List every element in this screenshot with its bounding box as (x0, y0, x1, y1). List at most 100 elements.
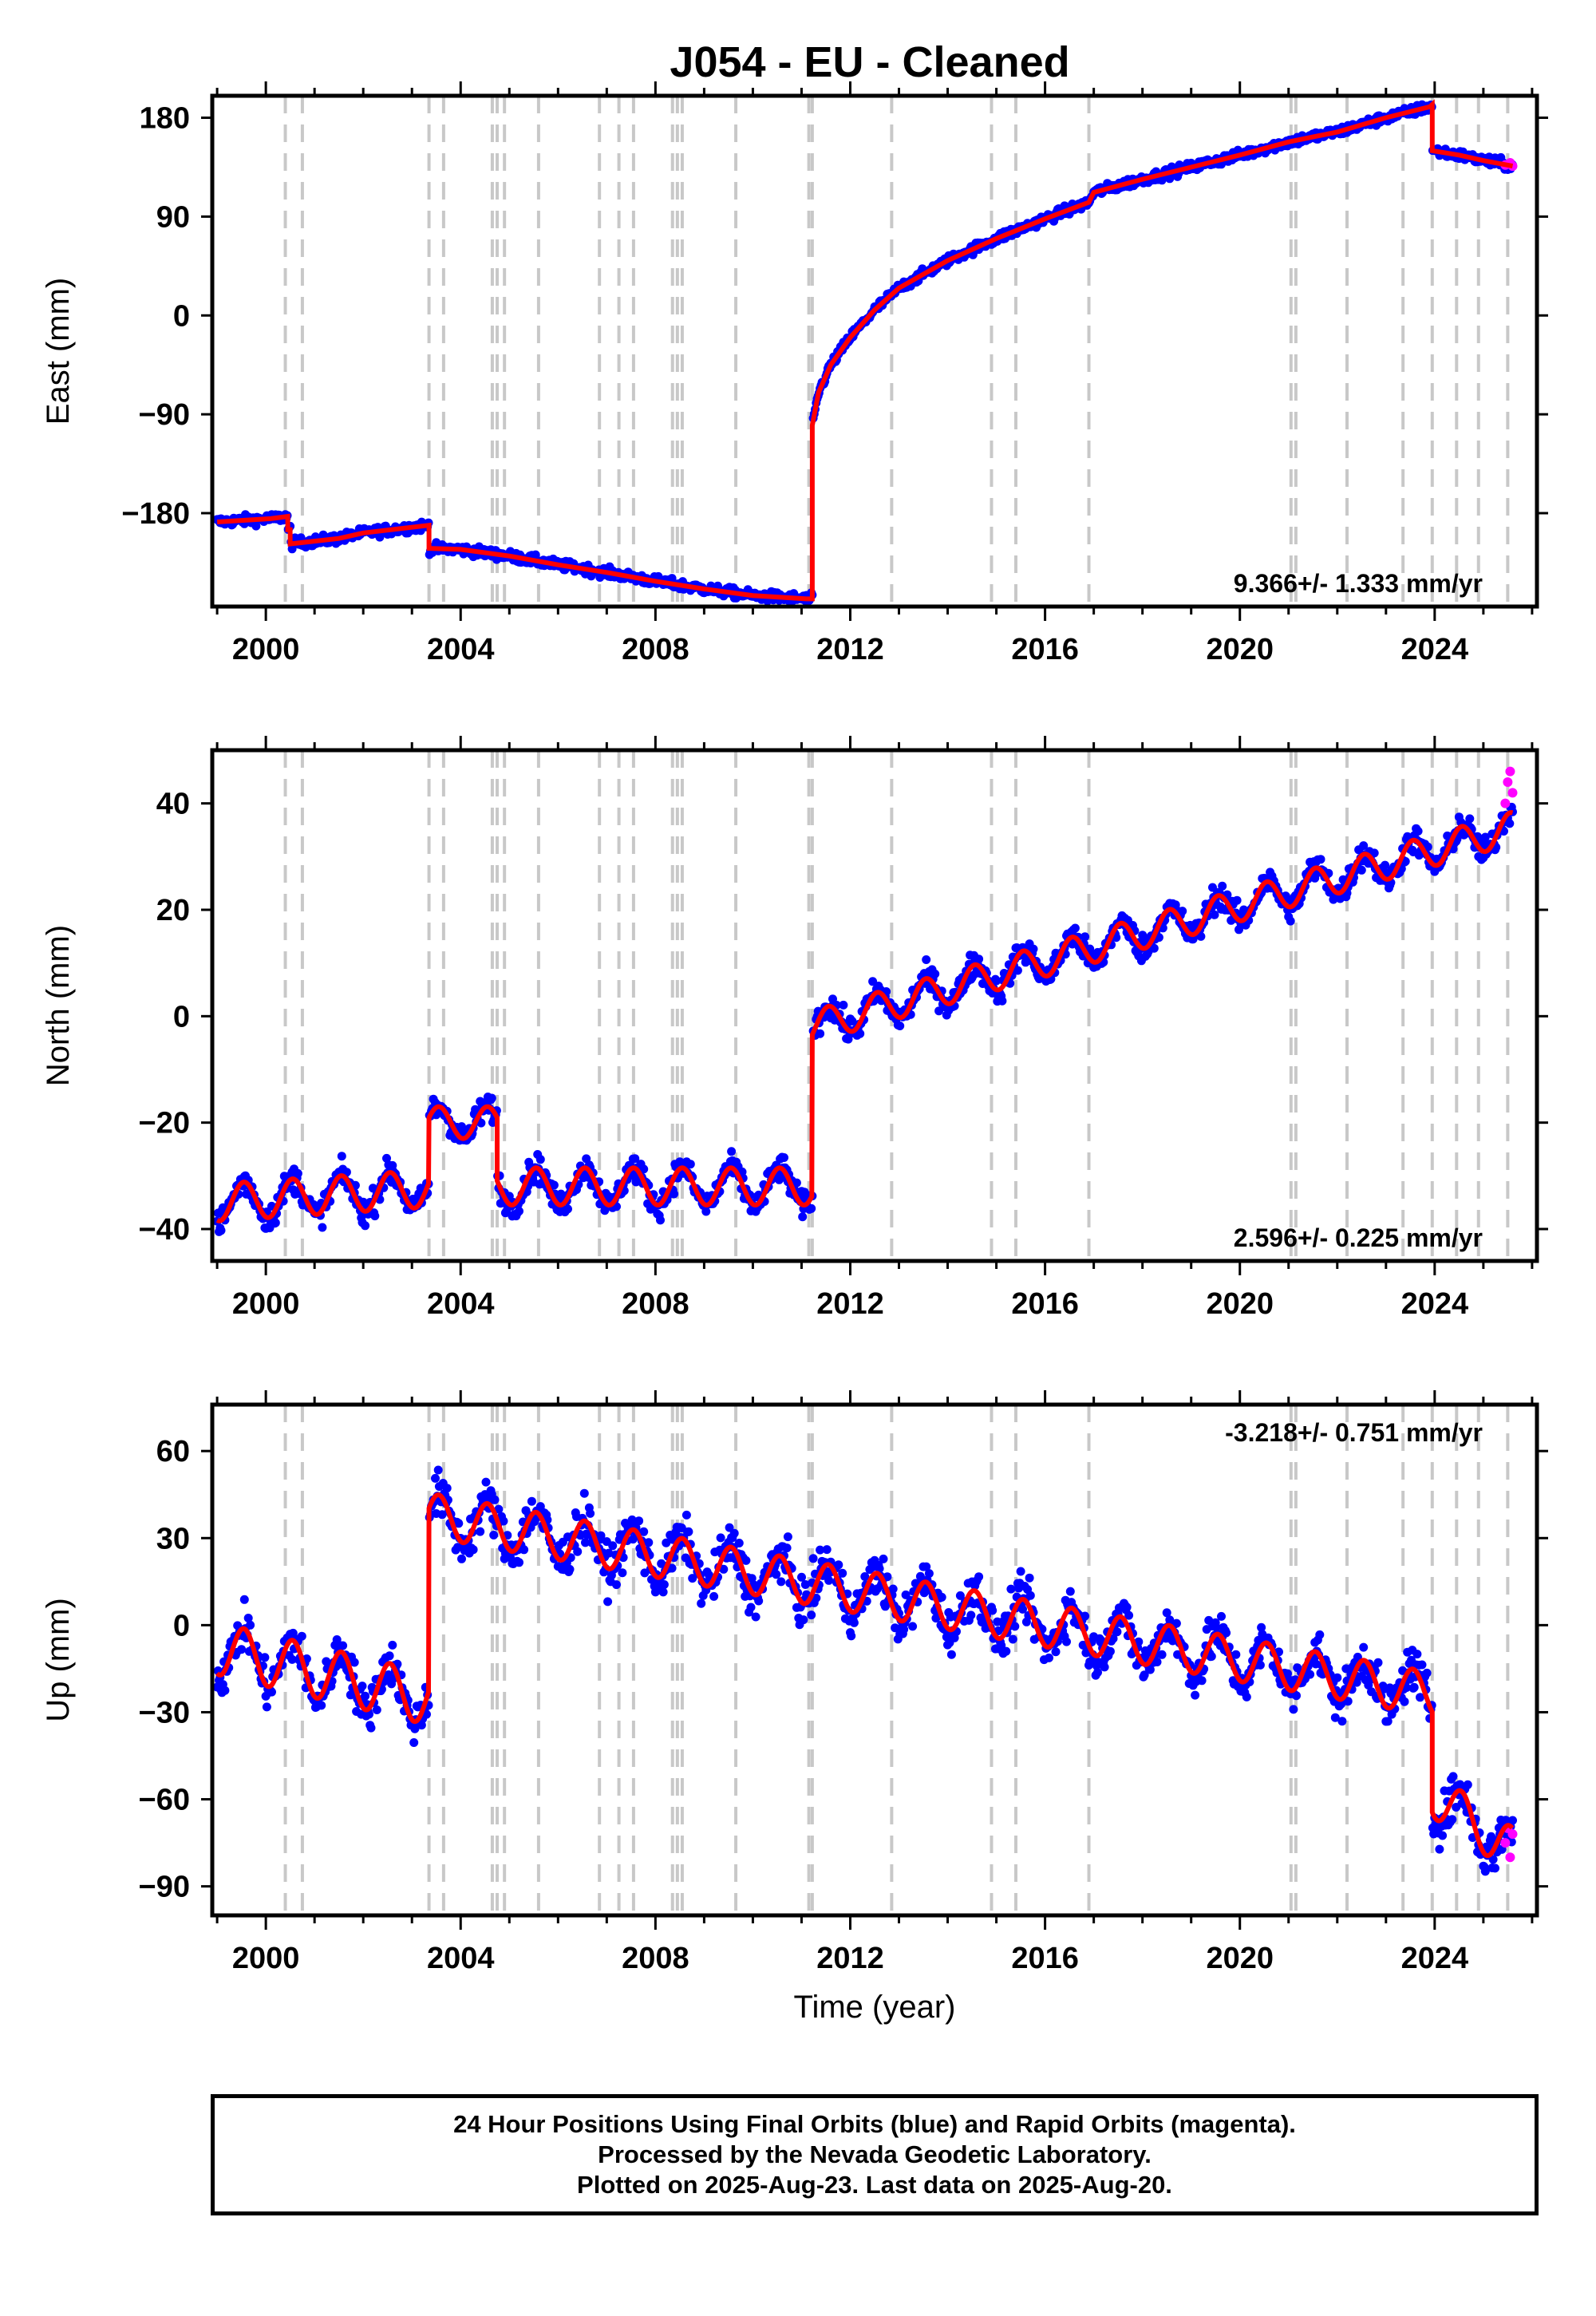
east-y-axis-label: East (mm) (41, 278, 76, 425)
final-orbit-point (1188, 935, 1198, 944)
final-orbit-point (670, 1189, 679, 1199)
final-orbit-point (634, 1516, 644, 1526)
y-tick-label: 20 (156, 894, 190, 927)
final-orbit-point (375, 532, 385, 542)
final-orbit-point (1373, 1658, 1383, 1667)
final-orbit-point (603, 1597, 613, 1607)
final-orbit-point (946, 1650, 956, 1659)
x-tick-label: 2020 (1206, 633, 1274, 666)
final-orbit-point (746, 1603, 756, 1612)
final-orbit-point (1070, 923, 1080, 933)
final-orbit-point (1255, 1660, 1265, 1670)
final-orbit-point (1152, 1658, 1162, 1666)
final-orbit-point (1105, 1646, 1115, 1656)
final-orbit-point (1413, 827, 1423, 836)
final-orbit-point (908, 1622, 918, 1631)
final-orbit-point (317, 1701, 326, 1710)
final-orbit-point (834, 1560, 843, 1570)
final-orbit-point (1409, 1682, 1419, 1692)
up-data-points (212, 1465, 1518, 1876)
final-orbit-point (992, 976, 1001, 986)
final-orbit-point (847, 1631, 856, 1641)
final-orbit-point (1080, 932, 1090, 942)
final-orbit-point (388, 1640, 397, 1650)
north-rate-label: 2.596+/- 0.225 mm/yr (1234, 1223, 1483, 1252)
x-tick-label: 2020 (1206, 1287, 1274, 1321)
final-orbit-point (1001, 1646, 1011, 1656)
final-orbit-point (1029, 944, 1038, 954)
final-orbit-point (974, 1572, 984, 1582)
north-y-axis-label: North (mm) (41, 925, 76, 1086)
y-tick-label: −20 (139, 1107, 190, 1140)
x-tick-label: 2016 (1011, 1942, 1079, 1975)
x-tick-label: 2012 (816, 1942, 884, 1975)
final-orbit-point (487, 1093, 496, 1103)
rapid-orbit-point (1507, 1829, 1518, 1840)
final-orbit-point (361, 1221, 370, 1231)
final-orbit-point (372, 1705, 381, 1714)
final-orbit-point (337, 1152, 346, 1161)
east-rate-label: 9.366+/- 1.333 mm/yr (1234, 569, 1483, 598)
x-tick-label: 2016 (1011, 1287, 1079, 1321)
final-orbit-point (549, 1180, 559, 1190)
final-orbit-point (519, 1545, 529, 1555)
final-orbit-point (658, 1587, 668, 1597)
x-tick-label: 2004 (427, 1287, 495, 1321)
final-orbit-point (1412, 1650, 1422, 1659)
y-tick-label: −30 (139, 1696, 190, 1729)
y-tick-label: −90 (139, 398, 190, 432)
x-tick-label: 2008 (622, 1287, 689, 1321)
final-orbit-point (1207, 1652, 1216, 1661)
final-orbit-point (847, 1017, 857, 1026)
final-orbit-point (1138, 931, 1148, 940)
final-orbit-point (431, 1473, 440, 1483)
final-orbit-point (600, 1206, 610, 1215)
final-orbit-point (888, 1584, 898, 1594)
final-orbit-point (816, 1029, 825, 1038)
final-orbit-point (727, 1147, 737, 1156)
final-orbit-point (1448, 1815, 1457, 1824)
final-orbit-point (1065, 1587, 1075, 1596)
final-orbit-point (476, 1527, 485, 1536)
x-axis-label: Time (year) (794, 1990, 956, 2025)
final-orbit-point (586, 1508, 595, 1518)
final-orbit-point (1417, 1660, 1427, 1670)
north-panel: −40 −20 0 20 40 2000 2004 2008 2012 2016 2020 2024 N… (41, 736, 1548, 1321)
final-orbit-point (1112, 1627, 1122, 1637)
final-orbit-point (1231, 1650, 1241, 1659)
final-orbit-point (1438, 1831, 1448, 1840)
x-tick-label: 2008 (622, 633, 689, 666)
y-tick-label: −90 (139, 1871, 190, 1904)
caption-line-3: Plotted on 2025-Aug-23. Last data on 202… (577, 2171, 1172, 2199)
final-orbit-point (1400, 1697, 1409, 1706)
final-orbit-point (782, 1543, 792, 1553)
y-tick-label: 0 (173, 299, 190, 333)
y-tick-label: −40 (139, 1213, 190, 1247)
final-orbit-point (729, 1528, 739, 1538)
final-orbit-point (734, 1539, 744, 1547)
final-orbit-point (293, 1168, 302, 1178)
rapid-orbit-point (1505, 1852, 1515, 1863)
final-orbit-point (1051, 1647, 1061, 1657)
x-tick-label: 2004 (427, 1942, 495, 1975)
up-y-axis-label: Up (mm) (41, 1598, 76, 1722)
final-orbit-point (1448, 1772, 1458, 1781)
final-orbit-point (922, 955, 931, 964)
final-orbit-point (754, 1596, 764, 1606)
final-orbit-point (709, 1591, 719, 1601)
final-orbit-point (612, 1580, 621, 1590)
final-orbit-point (974, 954, 984, 964)
east-plot-frame (210, 93, 1539, 609)
final-orbit-point (1463, 1780, 1472, 1789)
rapid-orbit-point (1500, 798, 1511, 808)
caption-line-2: Processed by the Nevada Geodetic Laborat… (598, 2140, 1152, 2168)
final-orbit-point (239, 1595, 249, 1604)
caption-box: 24 Hour Positions Using Final Orbits (bl… (211, 2094, 1539, 2215)
final-orbit-point (701, 1207, 711, 1216)
x-tick-label: 2024 (1401, 1287, 1469, 1321)
final-orbit-point (297, 1631, 306, 1641)
x-tick-label: 2012 (816, 1287, 884, 1321)
final-orbit-point (370, 1211, 380, 1221)
final-orbit-point (1062, 1637, 1071, 1646)
final-orbit-point (565, 1564, 575, 1574)
